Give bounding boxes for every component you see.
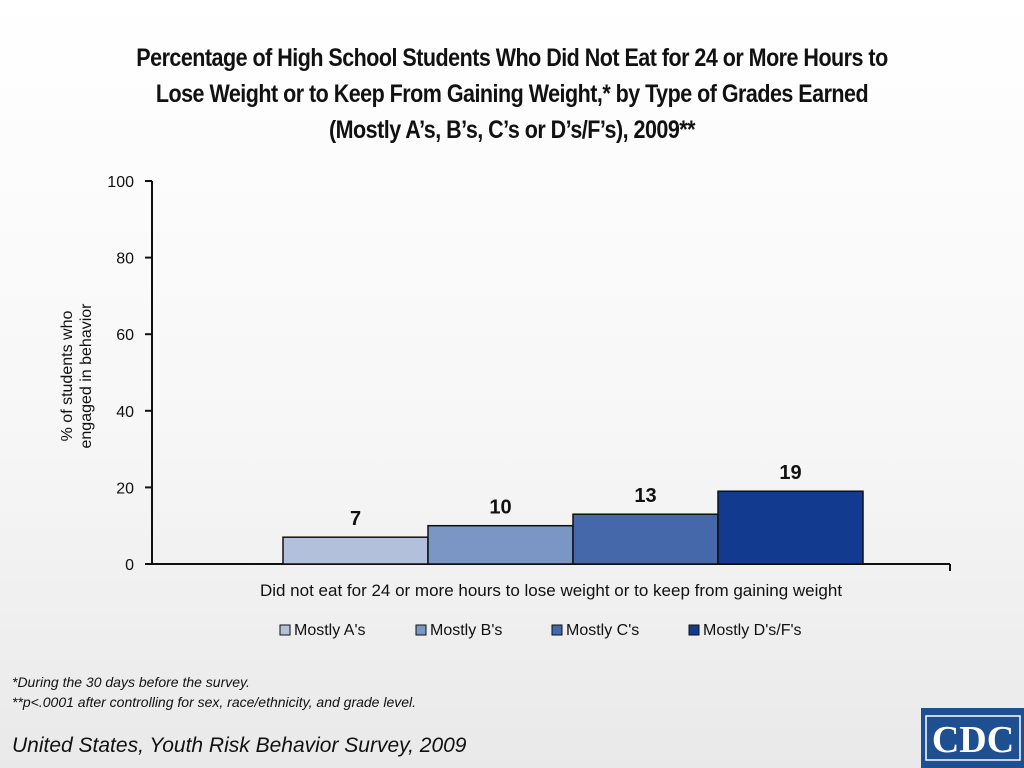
y-tick-label: 60 [116,327,134,344]
y-tick-label: 100 [107,174,134,191]
legend-label: Mostly C's [566,622,639,639]
y-axis-title: % of students who engaged in behavior [59,303,95,449]
x-axis-title: Did not eat for 24 or more hours to lose… [260,581,842,600]
data-label: 13 [634,485,656,507]
source-caption: United States, Youth Risk Behavior Surve… [12,734,467,757]
cdc-logo: CDC [921,708,1024,768]
legend-label: Mostly D's/F's [703,622,802,639]
data-label: 7 [350,508,361,530]
legend-swatch [279,624,291,636]
y-tick-label: 80 [116,251,134,268]
x-axis [152,563,951,571]
title-line-2: Lose Weight or to Keep From Gaining Weig… [155,80,869,108]
legend-swatch [688,624,700,636]
chart-title: Percentage of High School Students Who D… [125,40,899,148]
bars [282,490,864,565]
bar-1 [427,524,574,565]
title-line-3: (Mostly A’s, B’s, C’s or D’s/F’s), 2009*… [329,116,695,144]
bar-0 [282,536,429,565]
y-axis-title-text: % of students who engaged in behavior [59,303,95,449]
y-tick-label: 0 [125,557,134,574]
legend-label: Mostly B's [430,622,502,639]
legend-label: Mostly A's [294,622,366,639]
footnote-significance: **p<.0001 after controlling for sex, rac… [12,694,417,710]
legend-swatch [415,624,427,636]
legend: Mostly A's Mostly B's Mostly C's Mostly D's… [279,622,802,639]
title-line-1: Percentage of High School Students Who D… [136,44,888,72]
legend-swatch [551,624,563,636]
y-axis: 0 20 40 60 80 100 [107,174,153,574]
cdc-logo-text: CDC [931,719,1013,761]
data-label: 10 [489,497,511,519]
bar-3 [717,490,864,565]
bar-2 [572,513,719,565]
y-tick-label: 20 [116,480,134,497]
y-axis-title-line: % of students who [59,311,76,442]
y-tick-label: 40 [116,404,134,421]
data-labels: 7 10 13 19 [350,462,802,530]
footnote-during-30-days: *During the 30 days before the survey. [12,674,250,690]
bar-chart: 0 20 40 60 80 100 7 10 13 19 % of students who en… [59,174,951,639]
y-axis-title-line: engaged in behavior [78,303,95,449]
data-label: 19 [779,462,801,484]
